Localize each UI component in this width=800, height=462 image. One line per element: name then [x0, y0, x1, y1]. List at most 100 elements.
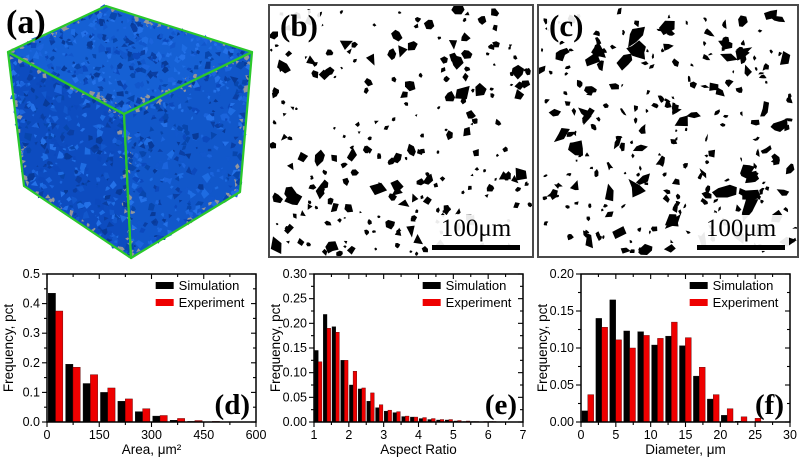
bar-experiment — [55, 310, 64, 423]
scale-bar-b: 100μm — [428, 214, 524, 251]
axis-ticks — [576, 273, 791, 427]
bar-simulation — [48, 293, 56, 423]
scale-bar-line — [432, 245, 520, 250]
x-axis-title: Diameter, μm — [645, 442, 726, 457]
bar-simulation — [331, 326, 336, 423]
y-axis-title: Frequency, pct — [269, 304, 283, 393]
x-tick-label: 6 — [485, 428, 492, 442]
panel-label-a: (a) — [6, 4, 46, 41]
bar-simulation — [595, 318, 602, 423]
y-tick-label: 0.05 — [283, 390, 307, 404]
bar-experiment — [326, 328, 331, 423]
x-tick-label: 5 — [450, 428, 457, 442]
x-tick-label: 0 — [578, 428, 585, 442]
legend-swatch-experiment — [155, 299, 174, 306]
bar-experiment — [370, 392, 375, 423]
x-axis-title: Area, μm² — [122, 442, 182, 457]
bar-experiment — [159, 415, 168, 423]
bar-simulation — [581, 410, 589, 423]
panel-label-b: (b) — [278, 8, 320, 43]
x-tick-label: 5 — [612, 428, 619, 442]
legend-swatch-simulation — [422, 282, 441, 289]
chart-area-distribution: 0 150 300 450 600 0.0 0.1 0.2 0.3 0.4 0.5 Area, μm²… — [2, 264, 266, 460]
y-tick-label: 0.4 — [23, 297, 40, 311]
bars — [581, 299, 762, 423]
particles — [539, 7, 797, 255]
y-tick-label: 0.25 — [283, 292, 307, 306]
panel-label-c: (c) — [547, 8, 586, 43]
y-tick-label: 0.15 — [283, 341, 307, 355]
y-tick-label: 0.5 — [23, 267, 40, 281]
bar-simulation — [609, 299, 616, 423]
chart-diameter-distribution: 0 5 10 15 20 25 30 0.00 0.05 0.10 0.15 0.20 Diameter… — [536, 264, 800, 460]
bar-experiment — [107, 387, 116, 423]
legend-swatch-experiment — [689, 299, 708, 306]
y-tick-label: 0.30 — [283, 267, 307, 281]
bar-experiment — [643, 335, 650, 423]
bar-simulation — [693, 375, 700, 423]
bar-simulation — [357, 388, 363, 423]
x-tick-label: 450 — [193, 428, 214, 442]
x-tick-label: 10 — [644, 428, 658, 442]
bar-simulation — [392, 412, 397, 423]
bar-simulation — [375, 407, 380, 423]
legend: Simulation Experiment — [422, 278, 512, 310]
panel-c-image — [539, 7, 797, 255]
axis-ticks — [42, 273, 257, 427]
bar-experiment — [713, 394, 720, 423]
chart-aspect-ratio-distribution: 1 2 3 4 5 6 7 0.00 0.05 0.10 0.15 0.20 0.25 0.30 Aspec… — [269, 264, 533, 460]
x-tick-label: 30 — [783, 428, 797, 442]
bar-experiment — [685, 337, 692, 423]
panel-label-d: (d) — [214, 389, 250, 421]
bar-simulation — [117, 401, 126, 423]
bar-experiment — [405, 415, 410, 423]
panel-b-binary-micrograph: (b) 100μm — [268, 4, 534, 258]
chart-d-svg: 0 150 300 450 600 0.0 0.1 0.2 0.3 0.4 0.5 Area, μm²… — [2, 267, 266, 457]
y-tick-label: 0.20 — [550, 267, 574, 281]
axis-ticks — [309, 273, 524, 427]
scale-bar-label: 100μm — [705, 214, 777, 242]
bar-experiment — [615, 339, 622, 423]
x-tick-label: 20 — [713, 428, 727, 442]
bar-simulation — [651, 344, 658, 423]
scale-bar-c: 100μm — [693, 214, 789, 251]
bar-experiment — [629, 347, 636, 423]
legend-label: Experiment — [179, 295, 245, 310]
y-tick-label: 0.1 — [23, 385, 40, 399]
bar-simulation — [100, 392, 108, 423]
legend-label: Simulation — [713, 278, 774, 293]
x-tick-label: 15 — [679, 428, 693, 442]
x-tick-label: 25 — [748, 428, 762, 442]
legend-swatch-simulation — [155, 282, 174, 289]
y-tick-label: 0.20 — [283, 316, 307, 330]
cube-face-2 — [121, 52, 252, 258]
bar-experiment — [124, 398, 133, 423]
bar-experiment — [318, 361, 323, 423]
bar-experiment — [699, 367, 706, 423]
y-tick-label: 0.0 — [23, 415, 40, 429]
y-tick-label: 0.00 — [550, 415, 574, 429]
bar-experiment — [142, 408, 151, 423]
bar-experiment — [587, 394, 594, 423]
bar-simulation — [679, 345, 686, 423]
bar-experiment — [361, 387, 366, 423]
legend-label: Simulation — [179, 278, 240, 293]
x-tick-label: 150 — [89, 428, 110, 442]
legend-label: Experiment — [446, 295, 512, 310]
bar-simulation — [707, 398, 714, 423]
bar-simulation — [401, 416, 406, 423]
x-axis-title: Aspect Ratio — [380, 442, 457, 457]
legend-swatch-simulation — [689, 282, 708, 289]
x-tick-label: 300 — [141, 428, 162, 442]
y-tick-label: 0.15 — [550, 304, 574, 318]
bar-simulation — [314, 350, 319, 423]
bar-simulation — [340, 360, 345, 423]
chart-e-svg: 1 2 3 4 5 6 7 0.00 0.05 0.10 0.15 0.20 0.25 0.30 Aspec… — [269, 267, 527, 457]
bars — [48, 293, 220, 423]
cube-3d-render — [6, 4, 254, 260]
bar-experiment — [72, 367, 81, 423]
x-tick-label: 600 — [246, 428, 266, 442]
bar-experiment — [601, 327, 608, 423]
legend: Simulation Experiment — [689, 278, 779, 310]
